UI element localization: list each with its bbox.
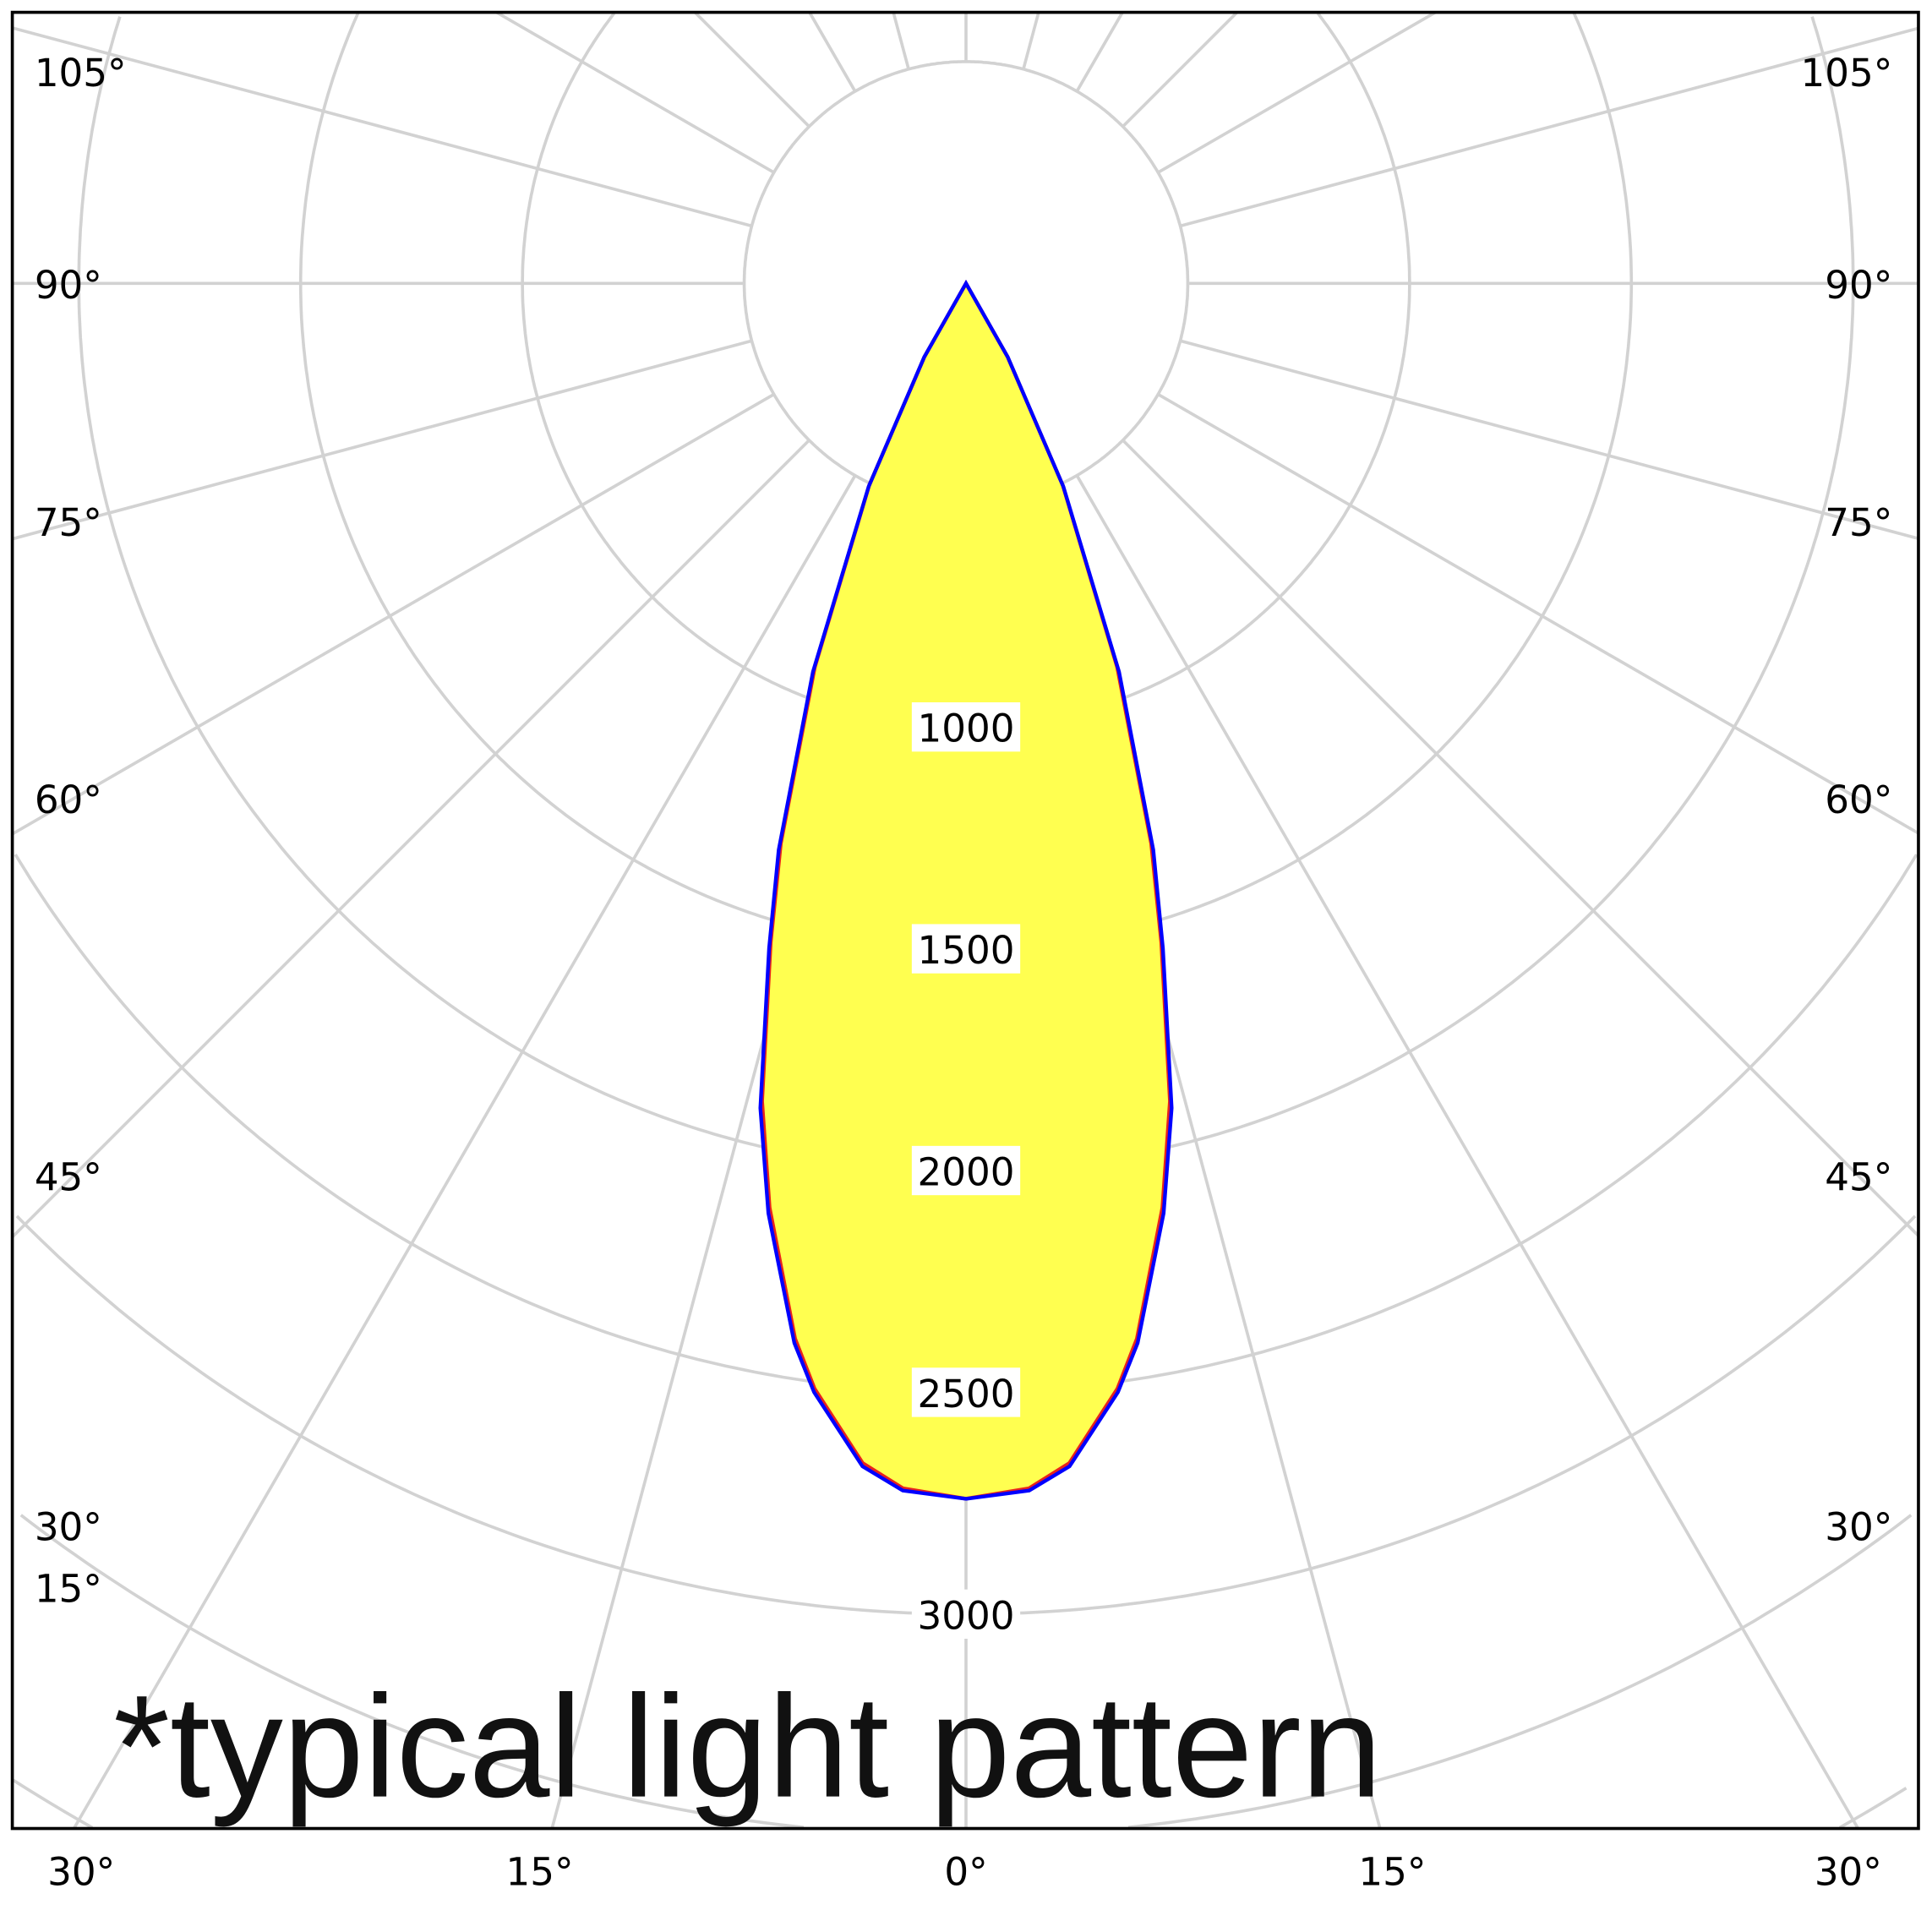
grid-ring bbox=[1127, 1514, 1913, 1830]
grid-spoke bbox=[72, 474, 857, 1830]
grid-spoke bbox=[11, 439, 810, 1239]
radial-tick-label: 1000 bbox=[918, 707, 1015, 751]
curves bbox=[758, 279, 1174, 1501]
grid-ring bbox=[966, 12, 1411, 729]
grid-ring bbox=[966, 854, 1918, 1394]
grid-ring bbox=[298, 12, 966, 951]
radial-label-bg bbox=[911, 1367, 1021, 1417]
grid-spoke bbox=[1157, 11, 1437, 174]
angle-tick-label-right: 90° bbox=[1825, 263, 1892, 308]
angle-tick-label-right: 60° bbox=[1825, 778, 1892, 822]
grid-ring bbox=[14, 854, 966, 1394]
angle-tick-label-right: 30° bbox=[1825, 1504, 1892, 1549]
grid-spoke bbox=[1122, 11, 1239, 128]
angle-tick-label-right: 45° bbox=[1825, 1154, 1892, 1199]
angle-tick-labels: 105° 90° 75° 60° 45° 30° 15° 105° 90° 75° 60° 45° 30… bbox=[35, 51, 1893, 1895]
angle-tick-label-bottom: 15° bbox=[506, 1850, 574, 1895]
grid-ring bbox=[966, 16, 1855, 1172]
angle-tick-label-left: 30° bbox=[35, 1504, 102, 1549]
grid-spoke bbox=[12, 26, 752, 228]
radial-tick-label: 1500 bbox=[918, 928, 1015, 973]
angle-tick-label-right: 105° bbox=[1801, 51, 1893, 96]
grid-ring bbox=[521, 12, 966, 729]
grid-spoke bbox=[1075, 474, 1860, 1830]
light-distribution-curve-2 bbox=[758, 279, 1174, 1501]
grid-ring bbox=[15, 1214, 966, 1616]
angle-tick-label-left: 60° bbox=[35, 778, 102, 822]
angle-tick-label-left: 45° bbox=[35, 1154, 102, 1199]
grid-spoke bbox=[1180, 26, 1919, 228]
grid-spoke bbox=[1022, 12, 1040, 70]
angle-tick-label-bottom: 30° bbox=[1815, 1850, 1882, 1895]
grid-spoke bbox=[12, 339, 752, 541]
angle-tick-label-left: 75° bbox=[35, 500, 102, 545]
polar-grid bbox=[11, 11, 1920, 1830]
grid-spoke bbox=[1075, 11, 1124, 92]
grid-spoke bbox=[495, 11, 775, 174]
grid-spoke bbox=[892, 12, 910, 70]
grid-ring bbox=[966, 1214, 1917, 1616]
grid-spoke bbox=[1157, 392, 1919, 835]
angle-tick-label-bottom: 30° bbox=[47, 1850, 115, 1895]
radial-tick-labels: 1000 1500 2000 2500 3000 bbox=[911, 702, 1021, 1640]
radial-tick-label: 3000 bbox=[918, 1593, 1015, 1638]
radial-label-bg bbox=[911, 702, 1021, 752]
grid-ring bbox=[19, 1514, 805, 1830]
angle-tick-label-left: 15° bbox=[35, 1566, 102, 1611]
grid-spoke bbox=[693, 11, 810, 128]
angle-tick-label-bottom: 0° bbox=[944, 1850, 987, 1895]
light-distribution-fill bbox=[761, 283, 1171, 1499]
grid-spoke bbox=[1180, 339, 1919, 541]
angle-tick-label-right: 75° bbox=[1825, 500, 1892, 545]
grid-ring bbox=[966, 12, 1634, 951]
radial-label-bg bbox=[911, 924, 1021, 974]
radial-tick-label: 2500 bbox=[918, 1372, 1015, 1416]
annotation-text: *typical light pattern bbox=[113, 1666, 1382, 1828]
radial-label-bg bbox=[911, 1589, 1021, 1640]
radial-label-bg bbox=[911, 1145, 1021, 1196]
angle-tick-label-bottom: 15° bbox=[1358, 1850, 1426, 1895]
angle-tick-label-left: 105° bbox=[35, 51, 127, 96]
plot-frame bbox=[10, 10, 1920, 1831]
grid-spoke bbox=[1122, 439, 1920, 1237]
grid-ring bbox=[77, 16, 966, 1172]
grid-spoke bbox=[11, 392, 775, 836]
radial-tick-label: 2000 bbox=[918, 1150, 1015, 1195]
grid-spoke bbox=[808, 11, 857, 92]
grid-ring bbox=[1838, 1787, 1907, 1830]
angle-tick-label-left: 90° bbox=[35, 263, 102, 308]
